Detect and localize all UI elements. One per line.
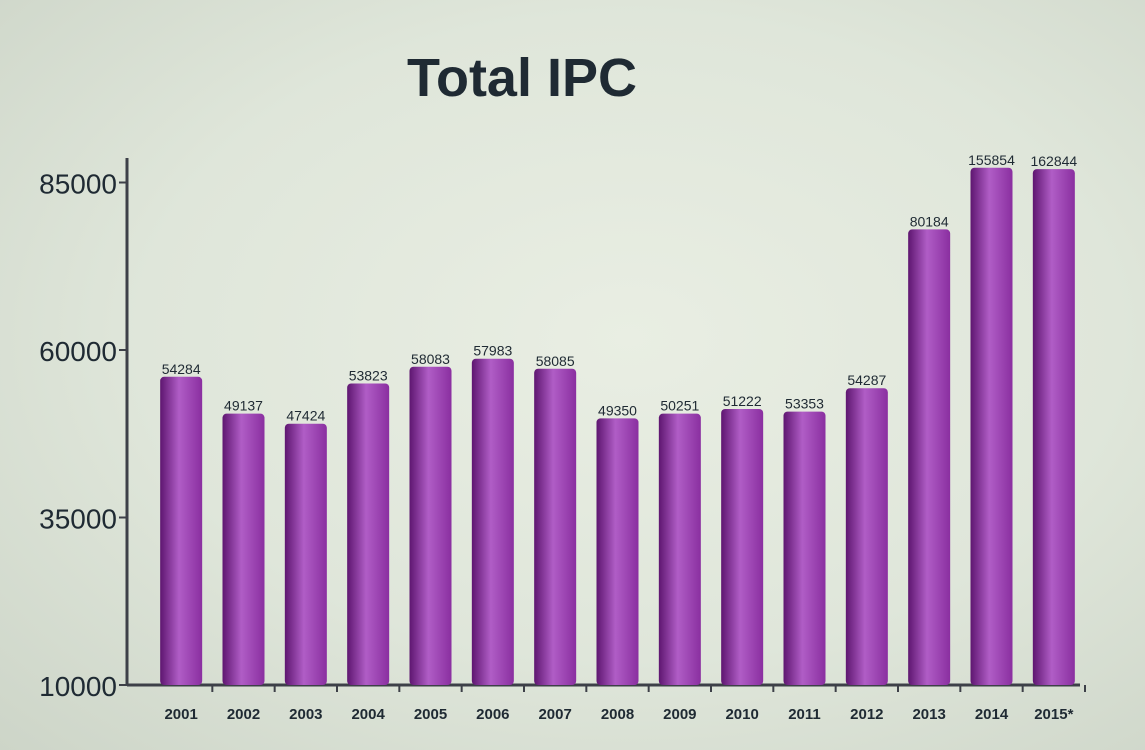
data-label: 53353 xyxy=(785,396,824,412)
bars xyxy=(160,167,1075,686)
data-label: 57983 xyxy=(473,343,512,359)
data-label: 58085 xyxy=(536,353,575,369)
x-tick-label: 2007 xyxy=(538,706,571,723)
bar-2011 xyxy=(783,411,826,685)
bar-2014 xyxy=(970,167,1013,685)
chart-title: Total IPC xyxy=(407,48,637,108)
y-tick-label: 60000 xyxy=(39,336,117,367)
x-axis: 2001 2002 2003 2004 2005 2006 2007 2008 2009 2010… xyxy=(127,683,1086,723)
x-tick-label: 2009 xyxy=(663,706,696,723)
data-label: 49137 xyxy=(224,398,263,414)
data-label: 80184 xyxy=(910,213,949,229)
bar-2006 xyxy=(471,358,514,685)
data-label: 58083 xyxy=(411,351,450,367)
x-tick-label: 2014 xyxy=(975,706,1009,723)
data-label: 54284 xyxy=(162,361,201,377)
data-label: 155854 xyxy=(968,152,1015,168)
bar-2009 xyxy=(658,413,701,685)
bar-2001 xyxy=(160,376,203,685)
y-tick-label: 35000 xyxy=(39,504,117,535)
x-tick-label: 2004 xyxy=(351,706,385,723)
x-tick-label: 2015* xyxy=(1034,706,1073,723)
x-tick-label: 2013 xyxy=(912,706,945,723)
bar-2012 xyxy=(845,388,888,685)
x-tick-label: 2012 xyxy=(850,706,883,723)
x-tick-label: 2005 xyxy=(414,706,447,723)
bar-2013 xyxy=(908,229,951,685)
x-tick-label: 2003 xyxy=(289,706,322,723)
x-tick-label: 2001 xyxy=(164,706,197,723)
x-tick-label: 2002 xyxy=(227,706,260,723)
data-labels: 54284 49137 47424 53823 58083 57983 58085 49350… xyxy=(162,152,1078,424)
data-label: 50251 xyxy=(660,398,699,414)
y-axis: 10000 35000 60000 85000 xyxy=(39,158,129,702)
data-label: 49350 xyxy=(598,402,637,418)
bar-2003 xyxy=(284,423,327,685)
bar-2002 xyxy=(222,413,265,685)
x-tick-label: 2011 xyxy=(788,706,821,723)
bar-2010 xyxy=(721,408,764,685)
bar-2007 xyxy=(534,368,577,685)
bar-2008 xyxy=(596,418,639,685)
data-label: 51222 xyxy=(723,393,762,409)
data-label: 54287 xyxy=(847,372,886,388)
bar-2005 xyxy=(409,366,452,685)
bar-2004 xyxy=(347,383,390,685)
x-tick-label: 2008 xyxy=(601,706,634,723)
y-tick-label: 85000 xyxy=(39,169,117,200)
data-label: 47424 xyxy=(286,408,325,424)
data-label: 162844 xyxy=(1030,153,1077,169)
x-tick-label: 2010 xyxy=(725,706,758,723)
y-tick-label: 10000 xyxy=(39,671,117,702)
bar-2015 xyxy=(1032,169,1075,686)
x-tick-label: 2006 xyxy=(476,706,509,723)
data-label: 53823 xyxy=(349,368,388,384)
